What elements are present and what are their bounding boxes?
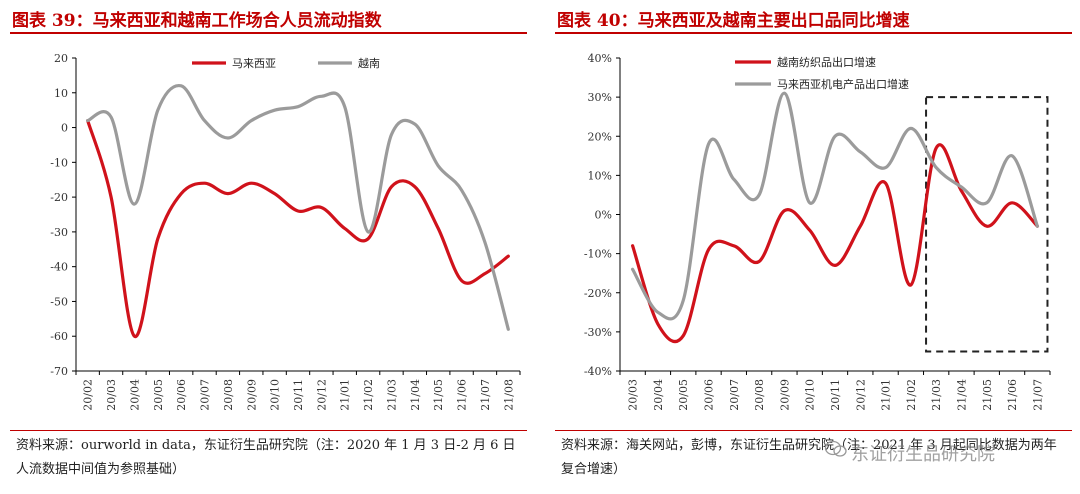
x-tick-label: 21/02: [362, 379, 375, 411]
chart-title: 图表 40：马来西亚及越南主要出口品同比增速: [557, 11, 910, 31]
x-tick-label: 20/04: [128, 379, 141, 411]
highlight-box: [925, 96, 1049, 353]
x-tick-label: 20/03: [105, 379, 118, 411]
x-tick-label: 20/06: [703, 379, 716, 411]
x-tick-label: 20/07: [199, 379, 212, 411]
series-line-0: [86, 119, 510, 338]
x-tick-label: 20/06: [175, 379, 188, 411]
legend-label: 越南: [358, 56, 380, 70]
y-tick-label: 20%: [588, 130, 612, 143]
series-line-0: [631, 143, 1039, 344]
y-tick-label: -70: [50, 365, 68, 378]
x-tick-label: 21/06: [456, 379, 469, 411]
line-chart-mobility: 20 10 0 -10 -20 -30 -40 -50 -60 -70 20/02 20/03 20/0…: [50, 52, 521, 411]
y-tick-label: 40%: [588, 52, 612, 65]
x-tick-label: 20/11: [829, 379, 842, 411]
y-tick-label: -60: [50, 330, 68, 343]
chart-panel-left: 图表 39：马来西亚和越南工作场合人员流动指数 20 10 0 -10 -20 -30 -4…: [0, 0, 535, 494]
x-tick-label: 20/10: [804, 379, 817, 411]
x-tick-label: 20/11: [292, 379, 305, 411]
x-tick-label: 20/05: [152, 379, 165, 411]
y-tick-label: 0%: [595, 209, 612, 222]
x-tick-label: 20/09: [245, 379, 258, 411]
x-tick-label: 21/08: [502, 379, 515, 411]
wechat-icon: [824, 440, 847, 464]
series-line-1: [86, 83, 510, 331]
line-chart-exports: 40% 30% 20% 10% 0% -10% -20% -30% -40% 20/03 20/04…: [584, 52, 1051, 411]
chart-title: 图表 39：马来西亚和越南工作场合人员流动指数: [12, 11, 382, 31]
y-tick-label: -50: [50, 295, 68, 308]
x-tick-label: 20/05: [677, 379, 690, 411]
y-tick-label: -20%: [584, 287, 612, 300]
y-tick-label: 30%: [588, 91, 612, 104]
x-tick-label: 20/12: [315, 379, 328, 411]
y-tick-label: 10%: [588, 169, 612, 182]
x-tick-label: 21/02: [905, 379, 918, 411]
y-tick-label: 20: [54, 52, 68, 65]
x-tick-label: 20/04: [652, 379, 665, 411]
x-tick-label: 20/12: [854, 379, 867, 411]
title-underline: [555, 32, 1072, 34]
y-tick-label: -30%: [584, 326, 612, 339]
x-tick-label: 20/10: [269, 379, 282, 411]
watermark: 东证衍生品研究院: [824, 440, 995, 466]
x-tick-label: 21/06: [1006, 379, 1019, 411]
x-tick-label: 21/07: [1031, 379, 1044, 411]
x-tick-label: 21/04: [409, 379, 422, 411]
legend-label: 马来西亚: [232, 57, 276, 70]
legend-label: 越南纺织品出口增速: [777, 55, 876, 69]
x-tick-label: 21/01: [339, 379, 352, 411]
y-tick-label: -30: [50, 226, 68, 239]
x-tick-label: 20/08: [753, 379, 766, 411]
y-tick-label: -20: [50, 191, 68, 204]
x-tick-label: 20/03: [627, 379, 640, 411]
source-note: 资料来源：海关网站，彭博，东证衍生品研究院（注：2021 年 3 月起同比数据为…: [561, 438, 1057, 477]
x-tick-label: 21/03: [930, 379, 943, 411]
x-tick-label: 20/07: [728, 379, 741, 411]
x-tick-label: 21/04: [955, 379, 968, 411]
y-tick-label: 0: [61, 122, 68, 135]
x-tick-label: 20/08: [222, 379, 235, 411]
y-tick-label: -10%: [584, 248, 612, 261]
series-line-1: [631, 91, 1039, 321]
x-tick-label: 21/03: [385, 379, 398, 411]
watermark-text: 东证衍生品研究院: [851, 444, 995, 465]
x-tick-label: 20/09: [778, 379, 791, 411]
chart-panel-right: 图表 40：马来西亚及越南主要出口品同比增速 40% 30% 20% 10% 0% -10…: [545, 0, 1080, 494]
y-tick-label: -40: [50, 261, 68, 274]
note-rule: [10, 430, 527, 431]
x-tick-label: 21/01: [880, 379, 893, 411]
source-note: 资料来源：ourworld in data，东证衍生品研究院（注：2020 年 …: [16, 438, 516, 477]
x-tick-label: 21/07: [479, 379, 492, 411]
x-tick-label: 21/05: [432, 379, 445, 411]
y-tick-label: -10: [50, 156, 68, 169]
legend-label: 马来西亚机电产品出口增速: [777, 77, 909, 91]
y-tick-label: -40%: [584, 365, 612, 378]
y-tick-label: 10: [54, 87, 68, 100]
x-tick-label: 21/05: [981, 379, 994, 411]
x-tick-label: 20/02: [82, 379, 95, 411]
title-underline: [10, 32, 527, 34]
note-rule: [555, 430, 1072, 431]
